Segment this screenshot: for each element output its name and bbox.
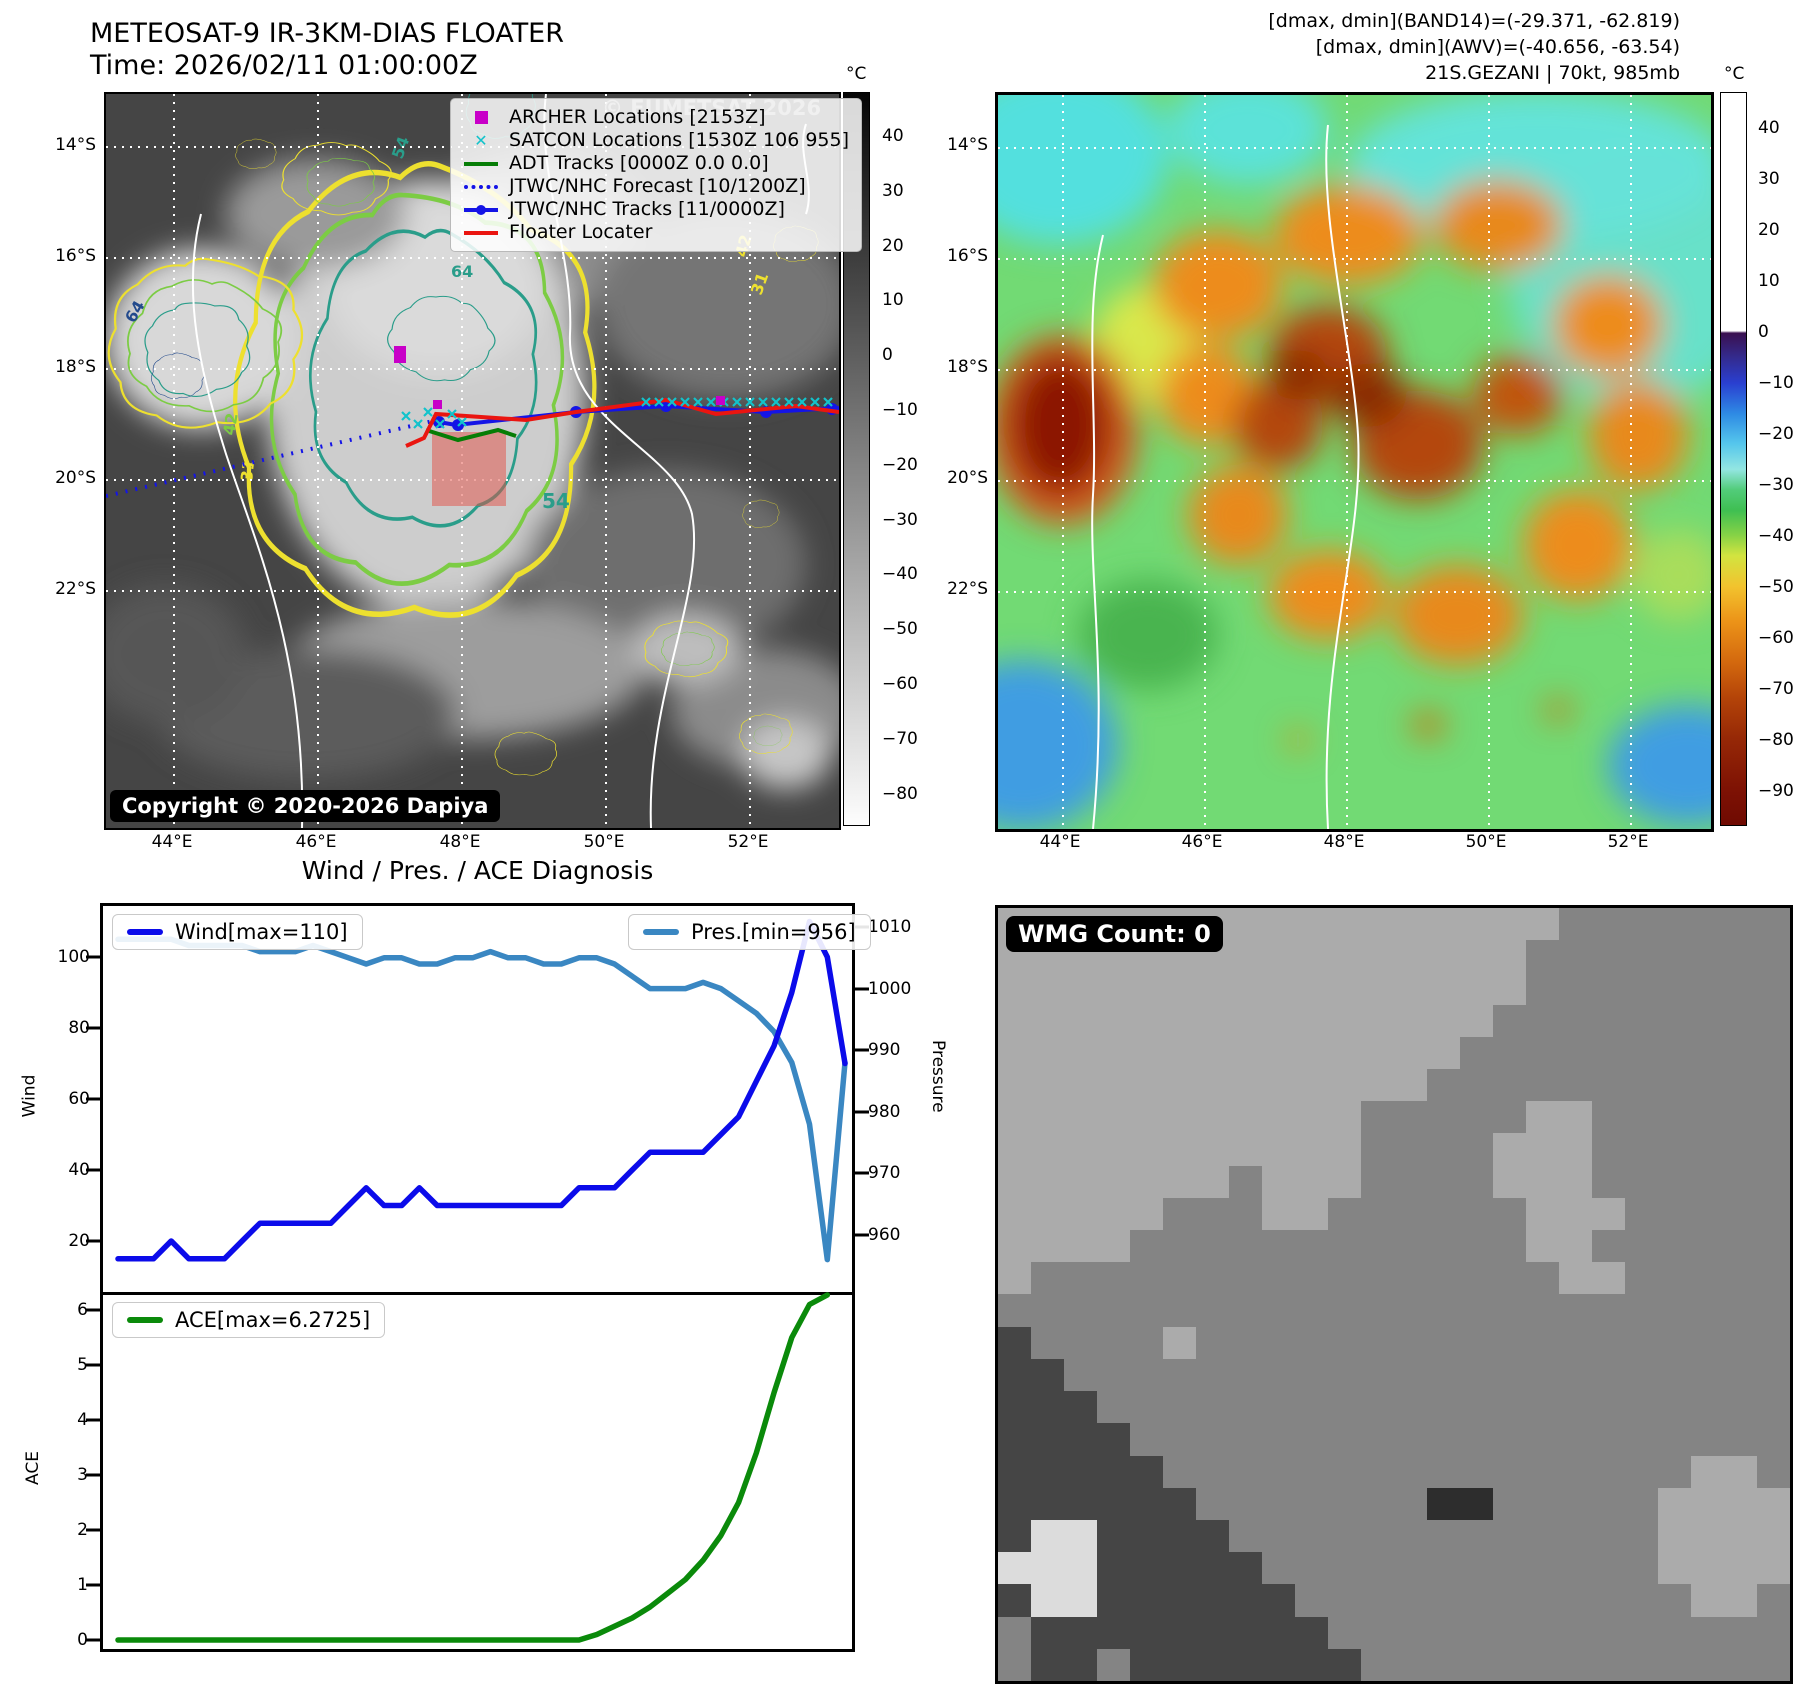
ir-color-field (998, 95, 1711, 829)
wind-legend-label: Wind[max=110] (175, 920, 348, 944)
square-swatch-icon (463, 111, 499, 124)
map-legend-label: Floater Locater (509, 221, 653, 243)
charts-title: Wind / Pres. / ACE Diagnosis (301, 856, 654, 885)
map-legend-label: JTWC/NHC Tracks [11/0000Z] (509, 198, 785, 220)
wmg-count-badge: WMG Count: 0 (1006, 916, 1223, 952)
archer-markers (394, 346, 725, 409)
dmax-dmin-band14: [dmax, dmin](BAND14)=(-29.371, -62.819) (1268, 10, 1680, 32)
ace-legend-swatch (127, 1317, 163, 1323)
adt-track (425, 427, 517, 443)
left-panel-time: Time: 2026/02/11 01:00:00Z (90, 50, 478, 81)
map-legend-item: ARCHER Locations [2153Z] (463, 106, 849, 129)
floater-target-box (432, 432, 506, 506)
right-map-canvas (998, 95, 1711, 829)
pressure-axis-label: Pressure (928, 1040, 948, 1113)
wind-pressure-lines (115, 918, 848, 1263)
ace-axis-label: ACE (22, 1451, 43, 1485)
map-legend: ARCHER Locations [2153Z] ✕ SATCON Location… (450, 98, 863, 252)
svg-text:42: 42 (219, 411, 242, 436)
ace-legend: ACE[max=6.2725] (112, 1302, 386, 1338)
line-swatch-icon (463, 161, 499, 166)
wmg-panel: WMG Count: 0 (995, 905, 1793, 1684)
map-legend-label: ARCHER Locations [2153Z] (509, 106, 766, 128)
wind-legend-swatch (127, 929, 163, 935)
pres-legend-swatch (643, 929, 679, 935)
copyright-badge: Copyright © 2020-2026 Dapiya (110, 790, 501, 822)
coastline (1091, 124, 1360, 829)
ace-chart (100, 1292, 855, 1652)
svg-text:31: 31 (237, 458, 258, 482)
left-colorbar-unit: °C (846, 64, 867, 84)
right-panel-header: [dmax, dmin](BAND14)=(-29.371, -62.819) … (1100, 8, 1680, 86)
map-legend-label: JTWC/NHC Forecast [10/1200Z] (509, 175, 806, 197)
wind-axis-label: Wind (19, 1074, 40, 1118)
map-legend-label: ADT Tracks [0000Z 0.0 0.0] (509, 152, 769, 174)
left-panel-title: METEOSAT-9 IR-3KM-DIAS FLOATER (90, 18, 565, 49)
x-swatch-icon: ✕ (474, 131, 488, 150)
right-colorbar (1720, 92, 1747, 826)
left-satellite-map: 64 54 42 31 54 42 31 64 (104, 92, 863, 830)
map-legend-item: Floater Locater (463, 221, 849, 244)
map-legend-item: JTWC/NHC Forecast [10/1200Z] (463, 175, 849, 198)
right-satellite-map (995, 92, 1714, 832)
svg-text:54: 54 (542, 489, 570, 513)
map-legend-item: JTWC/NHC Tracks [11/0000Z] (463, 198, 849, 221)
wind-legend: Wind[max=110] (112, 914, 363, 950)
map-legend-label: SATCON Locations [1530Z 106 955] (509, 129, 850, 151)
floater-locater-line (405, 397, 839, 448)
pres-legend-label: Pres.[min=956] (691, 920, 856, 944)
pres-legend: Pres.[min=956] (628, 914, 871, 950)
right-colorbar-unit: °C (1724, 64, 1745, 84)
wmg-grid (998, 908, 1790, 1681)
storm-id-intensity: 21S.GEZANI | 70kt, 985mb (1425, 62, 1680, 84)
dotted-swatch-icon (463, 184, 499, 189)
wind-pressure-chart (100, 903, 855, 1292)
map-legend-item: ✕ SATCON Locations [1530Z 106 955] (463, 129, 849, 152)
linedot-swatch-icon (463, 204, 499, 215)
line-swatch-icon (463, 230, 499, 235)
ace-line (115, 1292, 831, 1643)
dmax-dmin-awv: [dmax, dmin](AWV)=(-40.656, -63.54) (1315, 36, 1680, 58)
map-legend-item: ADT Tracks [0000Z 0.0 0.0] (463, 152, 849, 175)
ace-legend-label: ACE[max=6.2725] (175, 1308, 371, 1332)
